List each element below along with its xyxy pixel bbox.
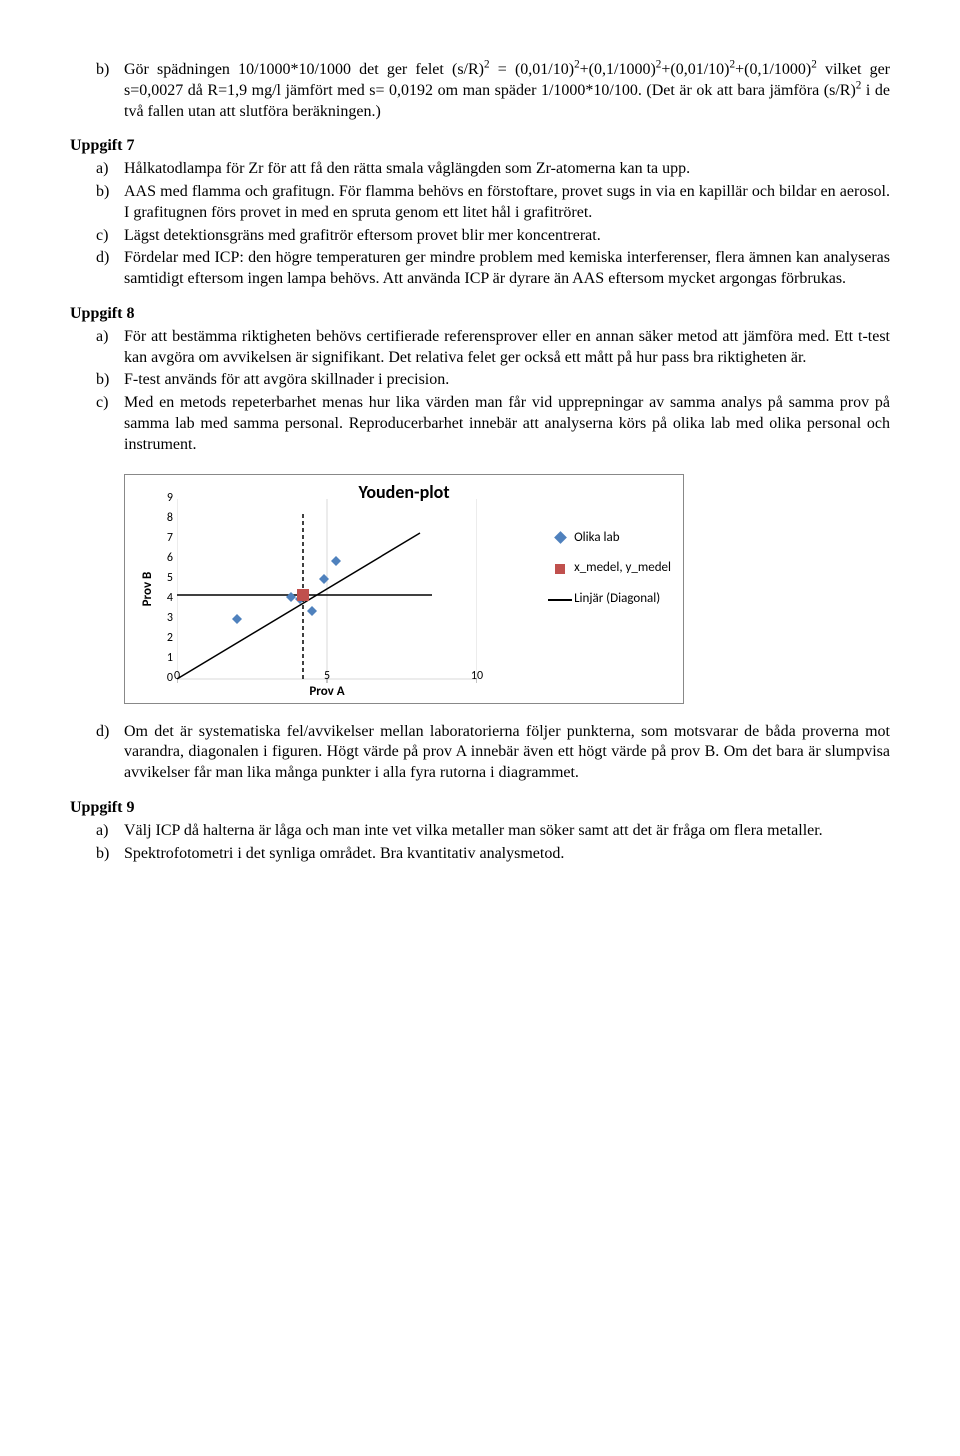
list-marker: c) (70, 226, 124, 247)
item-b-body: Gör spädningen 10/1000*10/1000 det ger f… (124, 60, 890, 122)
ytick-label: 2 (155, 631, 173, 647)
u9-b: b) Spektrofotometri i det synliga område… (70, 844, 890, 865)
ytick-label: 5 (155, 571, 173, 587)
xtick-label: 5 (307, 669, 347, 685)
legend-label: Linjär (Diagonal) (574, 591, 660, 608)
list-body: Med en metods repeterbarhet menas hur li… (124, 393, 890, 455)
legend-label: Olika lab (574, 530, 619, 547)
u8-b: b) F-test används för att avgöra skillna… (70, 370, 890, 391)
list-marker: b) (70, 370, 124, 391)
list-body: F-test används för att avgöra skillnader… (124, 370, 890, 391)
legend-row-scatter: Olika lab (546, 530, 671, 547)
list-body: Välj ICP då halterna är låga och man int… (124, 821, 890, 842)
ytick-label: 1 (155, 651, 173, 667)
text: = (490, 61, 515, 78)
line-icon (546, 599, 574, 601)
list-body: Fördelar med ICP: den högre temperaturen… (124, 248, 890, 290)
list-marker: d) (70, 248, 124, 290)
xtick-label: 0 (157, 669, 197, 685)
ytick-label: 8 (155, 511, 173, 527)
list-marker: a) (70, 159, 124, 180)
legend-row-mean: x_medel, y_medel (546, 560, 671, 577)
list-body: AAS med flamma och grafitugn. För flamma… (124, 182, 890, 224)
heading-uppgift8: Uppgift 8 (70, 304, 890, 325)
list-body: Lägst detektionsgräns med grafitrör efte… (124, 226, 890, 247)
u9-a: a) Välj ICP då halterna är låga och man … (70, 821, 890, 842)
u8-a: a) För att bestämma riktigheten behövs c… (70, 327, 890, 369)
item-b: b) Gör spädningen 10/1000*10/1000 det ge… (70, 60, 890, 122)
text: (0,01/10) (515, 61, 574, 78)
list-body: För att bestämma riktigheten behövs cert… (124, 327, 890, 369)
text: +(0,1/1000) (580, 61, 656, 78)
legend-row-line: Linjär (Diagonal) (546, 591, 671, 608)
diamond-icon (546, 533, 574, 542)
text: Gör spädningen 10/1000*10/1000 det ger f… (124, 61, 484, 78)
chart-legend: Olika lab x_medel, y_medel Linjär (Diago… (546, 530, 671, 623)
ytick-label: 7 (155, 531, 173, 547)
ytick-label: 6 (155, 551, 173, 567)
ytick-label: 3 (155, 611, 173, 627)
list-marker: a) (70, 327, 124, 369)
u7-b: b) AAS med flamma och grafitugn. För fla… (70, 182, 890, 224)
square-icon (546, 564, 574, 574)
u8-c: c) Med en metods repeterbarhet menas hur… (70, 393, 890, 455)
heading-uppgift7: Uppgift 7 (70, 136, 890, 157)
text: +(0,01/10) (661, 61, 729, 78)
u7-c: c) Lägst detektionsgräns med grafitrör e… (70, 226, 890, 247)
xtick-label: 10 (457, 669, 497, 685)
list-marker: c) (70, 393, 124, 455)
text: jämfört med s= 0,0192 om man späder 1/10… (286, 82, 856, 99)
ytick-label: 9 (155, 491, 173, 507)
list-marker: b) (70, 844, 124, 865)
youden-plot: Youden-plot Prov B Prov A Olika lab x_me… (124, 474, 684, 704)
list-body: Spektrofotometri i det synliga området. … (124, 844, 890, 865)
list-marker: d) (70, 722, 124, 784)
list-marker: b) (70, 182, 124, 224)
list-marker: a) (70, 821, 124, 842)
list-body: Hålkatodlampa för Zr för att få den rätt… (124, 159, 890, 180)
list-body: Om det är systematiska fel/avvikelser me… (124, 722, 890, 784)
ytick-label: 4 (155, 591, 173, 607)
u7-d: d) Fördelar med ICP: den högre temperatu… (70, 248, 890, 290)
chart-svg (177, 483, 477, 683)
u7-a: a) Hålkatodlampa för Zr för att få den r… (70, 159, 890, 180)
list-marker: b) (70, 60, 124, 122)
heading-uppgift9: Uppgift 9 (70, 798, 890, 819)
legend-label: x_medel, y_medel (574, 560, 671, 577)
text: +(0,1/1000) (735, 61, 811, 78)
u8-d: d) Om det är systematiska fel/avvikelser… (70, 722, 890, 784)
chart-xlabel: Prov A (177, 684, 477, 701)
